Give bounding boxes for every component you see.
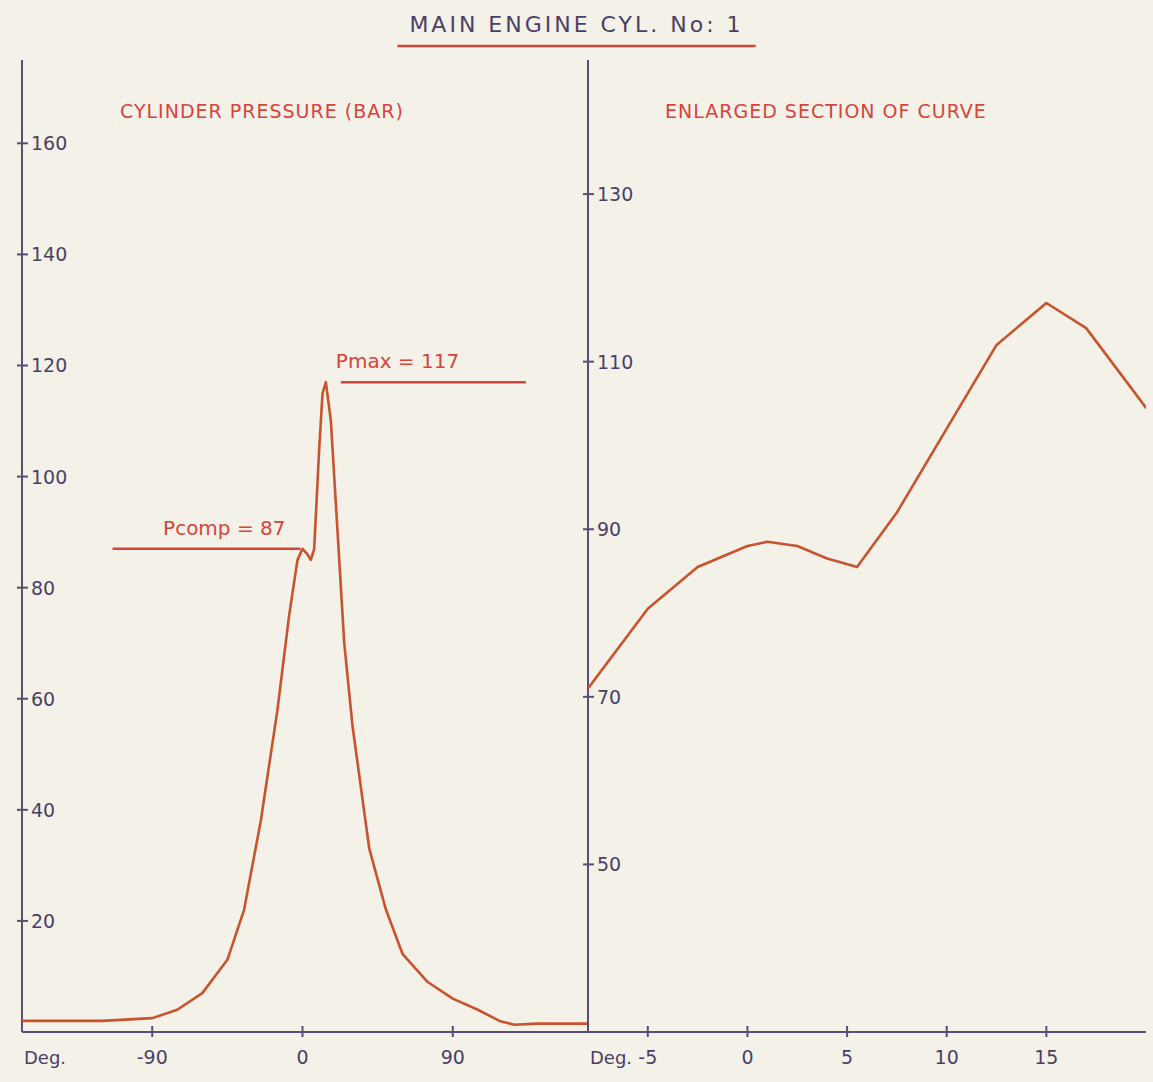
- panel-title: ENLARGED SECTION OF CURVE: [665, 100, 987, 122]
- panel: CYLINDER PRESSURE (BAR) 20 40 60 80 100 120 140…: [17, 60, 588, 1068]
- x-tick-label: -5: [638, 1046, 657, 1068]
- y-tick-label: 140: [31, 243, 67, 265]
- y-tick: [583, 193, 594, 195]
- y-tick: [17, 253, 28, 255]
- y-tick: [17, 142, 28, 144]
- y-tick: [17, 476, 28, 478]
- title-underline: [397, 45, 755, 48]
- annotation: Pmax = 117: [336, 349, 459, 373]
- annotation: Pcomp = 87: [163, 516, 285, 540]
- y-tick-label: 100: [31, 466, 67, 488]
- x-axis: [588, 1031, 1146, 1033]
- x-tick-label: -90: [137, 1046, 168, 1068]
- annotation-line: [341, 381, 526, 384]
- background: [0, 0, 1153, 1082]
- data-group: [588, 303, 1146, 688]
- annotation-line: [112, 548, 300, 551]
- x-tick: [946, 1026, 948, 1037]
- x-tick: [301, 1026, 303, 1037]
- x-tick-label: 90: [441, 1046, 465, 1068]
- x-tick-label: 0: [296, 1046, 308, 1068]
- y-tick-label: 80: [31, 577, 55, 599]
- y-tick: [17, 920, 28, 922]
- y-tick: [17, 364, 28, 366]
- x-tick: [647, 1026, 649, 1037]
- x-tick: [1045, 1026, 1047, 1037]
- panel: ENLARGED SECTION OF CURVE 50 70 90 110 130 -5 0…: [583, 60, 1146, 1068]
- y-tick: [17, 587, 28, 589]
- y-tick-label: 70: [597, 686, 621, 708]
- y-tick-label: 60: [31, 688, 55, 710]
- pressure-curve: [588, 303, 1146, 688]
- x-axis-title: Deg.: [590, 1047, 632, 1068]
- y-tick-label: 20: [31, 910, 55, 932]
- y-tick: [583, 361, 594, 363]
- y-axis: [587, 60, 589, 1032]
- y-tick-label: 160: [31, 132, 67, 154]
- chart-root: MAIN ENGINE CYL. No: 1 CYLINDER PRESSURE …: [0, 0, 1153, 1082]
- panel-title: CYLINDER PRESSURE (BAR): [120, 100, 404, 122]
- y-tick: [583, 863, 594, 865]
- y-tick-label: 90: [597, 518, 621, 540]
- x-tick-label: 10: [935, 1046, 959, 1068]
- x-tick: [746, 1026, 748, 1037]
- y-tick: [583, 528, 594, 530]
- y-tick-label: 50: [597, 853, 621, 875]
- y-tick-label: 40: [31, 799, 55, 821]
- x-tick: [151, 1026, 153, 1037]
- y-tick-label: 130: [597, 183, 633, 205]
- y-tick: [17, 698, 28, 700]
- main-title: MAIN ENGINE CYL. No: 1: [409, 12, 743, 37]
- pressure-curve: [22, 382, 588, 1025]
- x-axis-title: Deg.: [24, 1047, 66, 1068]
- y-tick-label: 120: [31, 354, 67, 376]
- x-axis: [22, 1031, 588, 1033]
- x-tick: [846, 1026, 848, 1037]
- x-tick: [452, 1026, 454, 1037]
- y-axis: [21, 60, 23, 1032]
- y-tick-label: 110: [597, 351, 633, 373]
- y-tick: [583, 696, 594, 698]
- y-tick: [17, 809, 28, 811]
- data-group: [22, 382, 588, 1025]
- x-tick-label: 5: [841, 1046, 853, 1068]
- x-tick-label: 0: [741, 1046, 753, 1068]
- x-tick-label: 15: [1034, 1046, 1058, 1068]
